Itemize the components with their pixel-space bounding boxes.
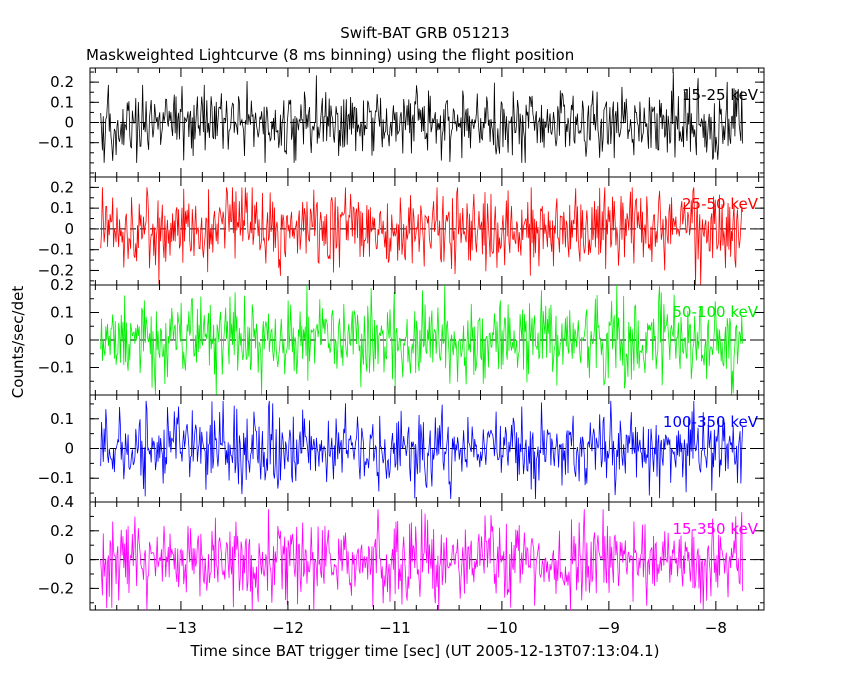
y-tick-label: 0.2 xyxy=(50,522,74,540)
band-label: 100-350 keV xyxy=(663,413,759,431)
y-tick-label: 0.4 xyxy=(50,493,74,511)
series-line xyxy=(100,72,743,163)
y-tick-label: 0 xyxy=(64,440,74,458)
panels-group: 15-25 keV −0.1 0 0.1 0.2 25-50 keV −0.2 −0.1 0 0.… xyxy=(38,67,765,611)
y-tick-label: 0.2 xyxy=(50,73,74,91)
x-axis: −13 −12 −11 −10 −9 −8 xyxy=(165,619,727,637)
y-tick-label: 0 xyxy=(64,114,74,132)
x-tick-label: −12 xyxy=(272,619,304,637)
panel-frame xyxy=(89,176,765,286)
x-tick-label: −13 xyxy=(165,619,197,637)
series-line xyxy=(100,284,743,396)
panel-4: 100-350 keV −0.1 0 0.1 xyxy=(38,394,765,503)
panel-frame xyxy=(89,501,765,611)
y-tick-label: 0.2 xyxy=(50,178,74,196)
x-tick-label: −8 xyxy=(705,619,727,637)
y-tick-label: 0.1 xyxy=(50,410,74,428)
series-line xyxy=(100,509,743,611)
y-tick-label: 0.1 xyxy=(50,93,74,111)
y-tick-label: −0.2 xyxy=(38,261,74,279)
x-tick-label: −11 xyxy=(379,619,411,637)
band-label: 25-50 keV xyxy=(682,195,759,213)
y-tick-label: 0 xyxy=(64,220,74,238)
y-tick-label: 0.1 xyxy=(50,199,74,217)
band-label: 15-25 keV xyxy=(682,86,759,104)
series-line xyxy=(100,400,743,500)
x-tick-label: −10 xyxy=(486,619,518,637)
band-label: 15-350 keV xyxy=(672,520,758,538)
y-tick-label: −0.1 xyxy=(38,359,74,377)
y-tick-label: 0 xyxy=(64,331,74,349)
band-label: 50-100 keV xyxy=(672,303,758,321)
y-tick-label: −0.1 xyxy=(38,241,74,259)
series-line xyxy=(100,187,743,286)
panel-5: 15-350 keV −0.2 0 0.2 0.4 xyxy=(38,493,765,611)
x-tick-label: −9 xyxy=(598,619,620,637)
chart-subtitle: Maskweighted Lightcurve (8 ms binning) u… xyxy=(86,46,574,64)
y-tick-label: −0.1 xyxy=(38,469,74,487)
chart-title: Swift-BAT GRB 051213 xyxy=(340,24,509,42)
y-axis-label: Counts/sec/det xyxy=(9,286,27,399)
x-axis-label: Time since BAT trigger time [sec] (UT 20… xyxy=(190,642,660,660)
panel-1: 15-25 keV −0.1 0 0.1 0.2 xyxy=(38,67,765,178)
y-tick-label: 0.2 xyxy=(50,276,74,294)
panel-2: 25-50 keV −0.2 −0.1 0 0.1 0.2 xyxy=(38,176,765,286)
y-tick-label: −0.1 xyxy=(38,134,74,152)
y-tick-label: 0 xyxy=(64,551,74,569)
y-tick-label: 0.1 xyxy=(50,304,74,322)
panel-3: 50-100 keV −0.1 0 0.1 0.2 xyxy=(38,276,765,396)
y-tick-label: −0.2 xyxy=(38,579,74,597)
